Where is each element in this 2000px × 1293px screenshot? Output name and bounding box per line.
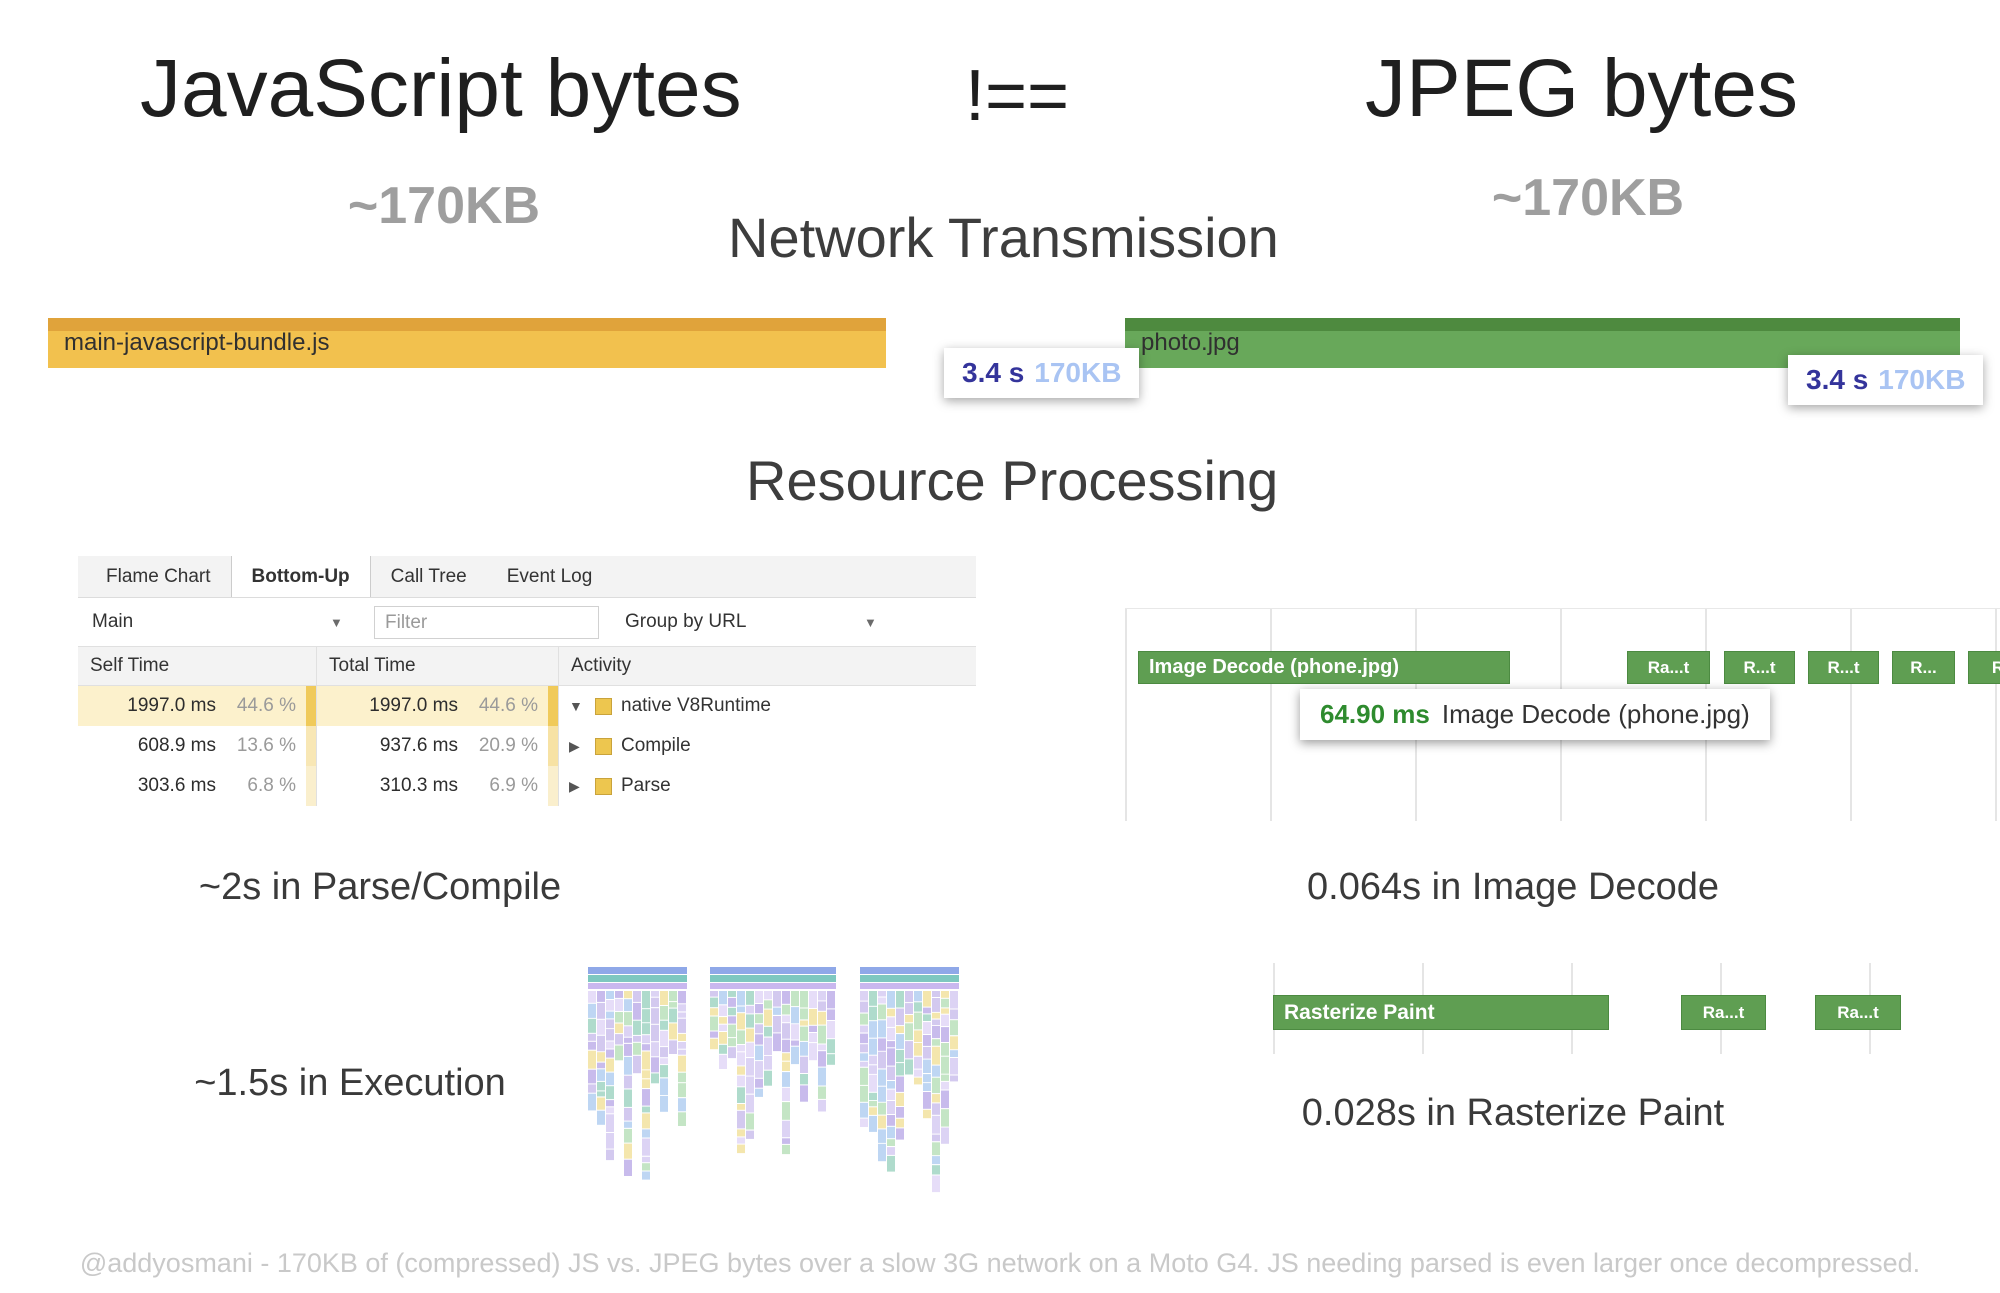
activity-color-icon [595, 737, 612, 755]
heat-bar [548, 686, 558, 726]
js-network-tooltip: 3.4 s 170KB [944, 348, 1140, 398]
table-row[interactable]: 608.9 ms 13.6 % 937.6 ms 20.9 % ▶ Compil… [78, 726, 976, 766]
raster-small-bar[interactable]: Ra...t [1815, 995, 1901, 1030]
devtools-panel: Flame Chart Bottom-Up Call Tree Event Lo… [78, 556, 976, 806]
js-network-bar[interactable]: main-javascript-bundle.js [48, 318, 886, 368]
devtools-tab-bar: Flame Chart Bottom-Up Call Tree Event Lo… [78, 556, 976, 598]
caption-rasterize-paint: 0.028s in Rasterize Paint [1301, 1092, 1725, 1134]
total-time-value: 937.6 ms [379, 735, 458, 756]
tooltip-size: 170KB [1878, 364, 1966, 395]
heat-bar [548, 766, 558, 806]
image-decode-track: Image Decode (phone.jpg) Ra...t R...t R.… [1125, 608, 2000, 821]
jpeg-network-bar-label: photo.jpg [1141, 329, 1240, 356]
heat-bar [306, 766, 316, 806]
table-row[interactable]: 303.6 ms 6.8 % 310.3 ms 6.9 % ▶ Parse [78, 766, 976, 806]
caption-image-decode: 0.064s in Image Decode [1307, 866, 1719, 908]
heat-bar [306, 726, 316, 766]
self-time-cell: 303.6 ms 6.8 % [78, 766, 317, 806]
tab-bottom-up[interactable]: Bottom-Up [230, 556, 371, 597]
self-time-value: 1997.0 ms [127, 695, 216, 716]
tooltip-size: 170KB [1034, 357, 1122, 388]
group-by-url-select[interactable]: Group by URL [625, 611, 747, 632]
activity-label: Compile [621, 735, 691, 756]
heat-bar [306, 686, 316, 726]
tab-event-log[interactable]: Event Log [506, 566, 593, 587]
caption-execution: ~1.5s in Execution [194, 1062, 506, 1104]
tooltip-label: Image Decode (phone.jpg) [1441, 699, 1750, 729]
column-header-activity[interactable]: Activity [571, 655, 632, 676]
jpeg-size-label: ~170KB [1491, 169, 1685, 227]
js-network-bar-label: main-javascript-bundle.js [64, 329, 330, 356]
total-time-percent: 20.9 % [478, 735, 538, 756]
rasterize-paint-bar[interactable]: Rasterize Paint [1273, 995, 1609, 1030]
flame-chart-image [588, 967, 959, 1193]
table-header: Self Time Total Time Activity [78, 647, 976, 686]
image-decode-bar[interactable]: Image Decode (phone.jpg) [1138, 651, 1510, 684]
devtools-toolbar: Main ▼ Group by URL ▼ [78, 598, 976, 647]
total-time-percent: 44.6 % [478, 695, 538, 716]
total-time-cell: 1997.0 ms 44.6 % [317, 686, 559, 726]
jpeg-network-bar[interactable]: photo.jpg [1125, 318, 1960, 368]
total-time-cell: 310.3 ms 6.9 % [317, 766, 559, 806]
activity-cell: ▼ native V8Runtime [559, 686, 976, 726]
self-time-value: 608.9 ms [137, 735, 216, 756]
raster-small-bar[interactable]: R... [1892, 651, 1955, 684]
column-header-total-time[interactable]: Total Time [317, 647, 559, 685]
chevron-down-icon[interactable]: ▼ [864, 615, 877, 630]
raster-small-bar[interactable]: R...t [1808, 651, 1879, 684]
self-time-value: 303.6 ms [137, 775, 216, 796]
title-jpeg: JPEG bytes [1365, 43, 1798, 134]
rasterize-paint-track: Rasterize Paint Ra...t Ra...t [1273, 963, 1914, 1054]
total-time-value: 1997.0 ms [369, 695, 458, 716]
title-javascript: JavaScript bytes [140, 43, 742, 134]
self-time-percent: 13.6 % [236, 735, 296, 756]
table-row[interactable]: 1997.0 ms 44.6 % 1997.0 ms 44.6 % ▼ nati… [78, 686, 976, 726]
activity-cell: ▶ Parse [559, 766, 976, 806]
self-time-percent: 44.6 % [236, 695, 296, 716]
not-equal-operator: !== [965, 56, 1070, 136]
tooltip-time: 3.4 s [1806, 364, 1869, 395]
column-header-self-time[interactable]: Self Time [78, 647, 317, 685]
resource-processing-heading: Resource Processing [746, 449, 1279, 512]
heat-bar [548, 726, 558, 766]
activity-label: Parse [621, 775, 671, 796]
filter-input[interactable] [374, 606, 599, 639]
activity-color-icon [595, 777, 612, 795]
self-time-percent: 6.8 % [247, 775, 296, 796]
jpeg-network-tooltip: 3.4 s 170KB [1788, 355, 1984, 405]
thread-select[interactable]: Main [92, 611, 134, 632]
total-time-value: 310.3 ms [379, 775, 458, 796]
activity-cell: ▶ Compile [559, 726, 976, 766]
js-size-label: ~170KB [347, 177, 541, 235]
raster-small-bar[interactable]: R [1968, 651, 2000, 684]
expand-arrow-icon[interactable]: ▶ [569, 737, 580, 754]
footer-caption: @addyosmani - 170KB of (compressed) JS v… [79, 1248, 1921, 1278]
expand-arrow-icon[interactable]: ▼ [569, 698, 583, 714]
expand-arrow-icon[interactable]: ▶ [569, 777, 580, 794]
tooltip-time: 3.4 s [962, 357, 1025, 388]
network-transmission-heading: Network Transmission [728, 206, 1279, 269]
raster-small-bar[interactable]: Ra...t [1681, 995, 1766, 1030]
raster-small-bar[interactable]: R...t [1724, 651, 1795, 684]
raster-small-bar[interactable]: Ra...t [1627, 651, 1710, 684]
tooltip-time: 64.90 ms [1320, 699, 1430, 729]
tab-flame-chart[interactable]: Flame Chart [106, 566, 211, 587]
tab-call-tree[interactable]: Call Tree [390, 566, 467, 587]
activity-label: native V8Runtime [621, 695, 771, 716]
activity-color-icon [595, 697, 612, 715]
total-time-cell: 937.6 ms 20.9 % [317, 726, 559, 766]
caption-parse-compile: ~2s in Parse/Compile [198, 866, 562, 908]
chevron-down-icon[interactable]: ▼ [330, 615, 343, 630]
self-time-cell: 608.9 ms 13.6 % [78, 726, 317, 766]
image-decode-tooltip: 64.90 ms Image Decode (phone.jpg) [1300, 689, 1770, 740]
total-time-percent: 6.9 % [489, 775, 538, 796]
self-time-cell: 1997.0 ms 44.6 % [78, 686, 317, 726]
